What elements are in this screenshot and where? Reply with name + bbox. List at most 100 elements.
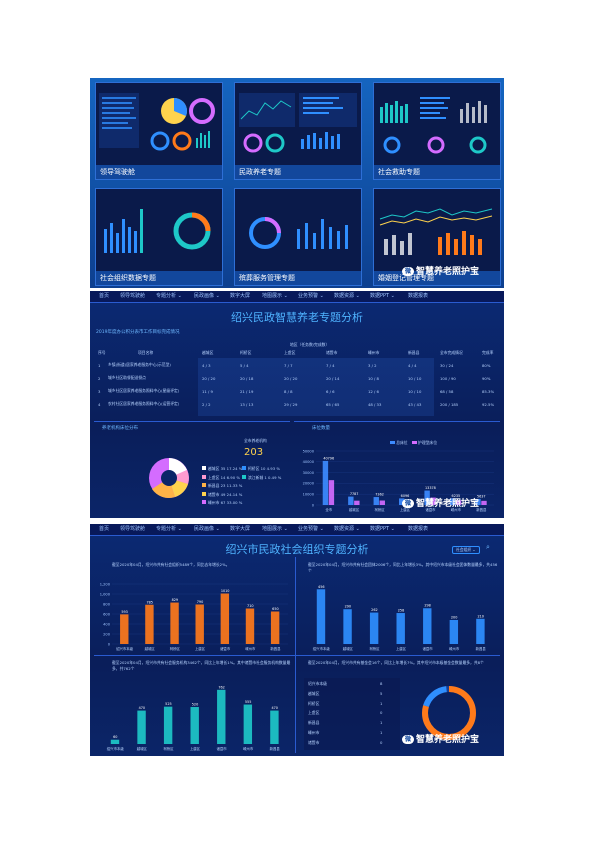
table-cell: 城乡社区居家养老服务照料中心(星级评定) <box>108 388 180 393</box>
nav-item-report[interactable]: 数据报表 <box>408 293 429 299</box>
nav-item-alert[interactable]: 业务预警 ⌄ <box>298 293 324 299</box>
nav-item-report[interactable]: 数据报表 <box>408 526 429 532</box>
x-tick-label: 新昌县 <box>270 646 281 651</box>
list-item-name: 绍兴市本级 <box>308 681 327 686</box>
legend-count: 23 <box>220 483 226 488</box>
legend-count: 14 <box>220 474 226 480</box>
x-tick-label: 上虞区 <box>190 746 201 751</box>
x-tick-label: 全市 <box>325 507 332 512</box>
nav-item-resource[interactable]: 数据资源 ⌄ <box>334 293 360 299</box>
tile-elderly-care[interactable]: 民政养老专题 <box>234 82 362 180</box>
tile-funeral[interactable]: 殡葬服务管理专题 <box>234 188 362 286</box>
legend-name: 越城区 <box>208 466 220 471</box>
bar-value-label: 6235 <box>452 494 461 498</box>
legend-count: 49 <box>220 491 226 497</box>
y-tick-label: 10000 <box>303 493 315 497</box>
nav-item-portrait[interactable]: 民政画像 ⌄ <box>194 293 220 299</box>
institution-pie <box>149 458 189 499</box>
nav-item-cockpit[interactable]: 领导驾驶舱 <box>120 526 146 532</box>
x-tick-label: 嵊州市 <box>243 746 254 751</box>
list-item-name: 柯桥区 <box>308 700 320 706</box>
list-item-value: 1 <box>380 700 383 706</box>
targets-table: 序号 项目名称 越城区 柯桥区 上虞区 诸暨市 嵊州市 新昌县 全市完成情况 完… <box>90 349 504 417</box>
tile-caption: 领导驾驶舱 <box>96 165 222 179</box>
search-icon[interactable]: ⌕ <box>486 543 490 551</box>
service-org-chart: 60 绍兴市本级 470 越城区 525 柯桥区 520 上虞区 762 诸暨市 555 嵊州市 470… <box>107 685 281 751</box>
col-header-index: 序号 <box>98 350 106 355</box>
bar-value-label: 525 <box>165 702 171 706</box>
nav-item-resource[interactable]: 数据资源 ⌄ <box>334 526 360 532</box>
legend-pct: 33.00 % <box>226 500 243 505</box>
x-tick-label: 诸暨市 <box>216 746 227 751</box>
x-tick-label: 越城区 <box>349 507 360 512</box>
tile-caption: 社会救助专题 <box>374 165 500 179</box>
nav-item-ppt[interactable]: 数据PPT ⌄ <box>370 293 395 299</box>
nav-item-cockpit[interactable]: 领导驾驶舱 <box>120 293 146 299</box>
org-total-chart: 0 200 400 600 800 1,000 1,200 593 绍兴市本级 785 越城区 829… <box>100 582 288 651</box>
bar <box>399 498 405 505</box>
table-cell: 20 / 18 <box>240 376 254 381</box>
legend-count: 67 <box>220 500 226 505</box>
foundation-donut <box>422 686 476 740</box>
x-tick-label: 新昌县 <box>476 507 487 512</box>
table-cell: 3 / 2 <box>368 363 377 368</box>
nav-item-ppt[interactable]: 数据PPT ⌄ <box>370 526 395 532</box>
bar-value-label: 60 <box>113 735 117 739</box>
bar <box>195 604 204 644</box>
tile-social-org[interactable]: 社会组织数据专题 <box>95 188 223 286</box>
institution-section <box>94 421 290 517</box>
nav-item-bigscreen[interactable]: 数字大屏 <box>230 526 251 532</box>
bar <box>110 739 120 744</box>
legend-name: 嵊州市 <box>208 500 220 505</box>
legend-swatch <box>242 474 246 479</box>
bar <box>449 620 459 644</box>
legend-name: 柯桥区 <box>248 466 260 471</box>
bar <box>369 612 379 644</box>
nav-item-bigscreen[interactable]: 数字大屏 <box>230 293 251 299</box>
section-title-targets: 2019年度办公积分表市工作目标完成情况 <box>96 330 180 335</box>
wechat-icon: 微 <box>402 267 414 276</box>
list-item-value: 8 <box>380 681 383 686</box>
tile-preview <box>249 217 348 249</box>
y-tick-label: 600 <box>103 612 111 616</box>
legend-count: 35 <box>220 466 226 471</box>
list-item-name: 越城区 <box>308 690 320 696</box>
y-tick-label: 30000 <box>303 471 315 475</box>
nav-item-alert[interactable]: 业务预警 ⌄ <box>298 526 324 532</box>
social-group-chart: 456 绍兴市本级 290 越城区 262 柯桥区 258 上虞区 298 诸暨市 200 嵊州市 21… <box>313 585 487 651</box>
bar-value-label: 470 <box>271 706 277 710</box>
nav-item-home[interactable]: 首页 <box>99 526 110 532</box>
nav-item-topic[interactable]: 专题分析 ⌄ <box>156 526 182 532</box>
table-cell: 10 / 10 <box>408 376 422 381</box>
nav-item-portrait[interactable]: 民政画像 ⌄ <box>194 526 220 532</box>
tile-leader-cockpit[interactable]: 领导驾驶舱 <box>95 82 223 180</box>
tile-caption: 殡葬服务管理专题 <box>235 271 361 285</box>
table-cell: 92.5% <box>482 402 495 407</box>
nav-item-topic[interactable]: 专题分析 ⌄ <box>156 293 182 299</box>
table-cell: 20 / 20 <box>284 376 298 381</box>
table-cell: 100 / 90 <box>440 376 456 381</box>
legend-total: 总床位 <box>396 440 408 445</box>
topic-grid: 领导驾驶舱 民政养老专题 社会救助专题 <box>90 78 504 288</box>
tile-preview <box>379 208 493 255</box>
nav-item-home[interactable]: 首页 <box>99 293 110 299</box>
nav-item-map[interactable]: 地图展示 ⌄ <box>262 293 288 299</box>
table-cell: 城乡社区助餐配送餐点 <box>108 375 146 380</box>
bar-value-label: 710 <box>247 604 253 608</box>
table-cell: 11 / 9 <box>202 389 213 394</box>
bar <box>243 704 253 744</box>
top-nav: 首页 领导驾驶舱 专题分析 ⌄ 民政画像 ⌄ 数字大屏 地图展示 ⌄ 业务预警 … <box>90 291 504 303</box>
nav-item-map[interactable]: 地图展示 ⌄ <box>262 526 288 532</box>
legend-item: 诸暨市 49 24.14 % <box>202 491 242 498</box>
category-select[interactable]: 社会组织 ⌄ <box>452 546 480 554</box>
tile-social-assistance[interactable]: 社会救助专题 <box>373 82 501 180</box>
table-cell: 80% <box>482 363 491 368</box>
legend-pct: 4.93 % <box>266 466 280 471</box>
x-tick-label: 越城区 <box>343 646 354 651</box>
y-tick-label: 1,000 <box>100 592 111 596</box>
table-cell: 85.3% <box>482 389 495 394</box>
legend-name: 诸暨市 <box>208 491 220 497</box>
bar <box>481 500 487 505</box>
bar <box>245 608 255 644</box>
bar <box>270 710 279 744</box>
